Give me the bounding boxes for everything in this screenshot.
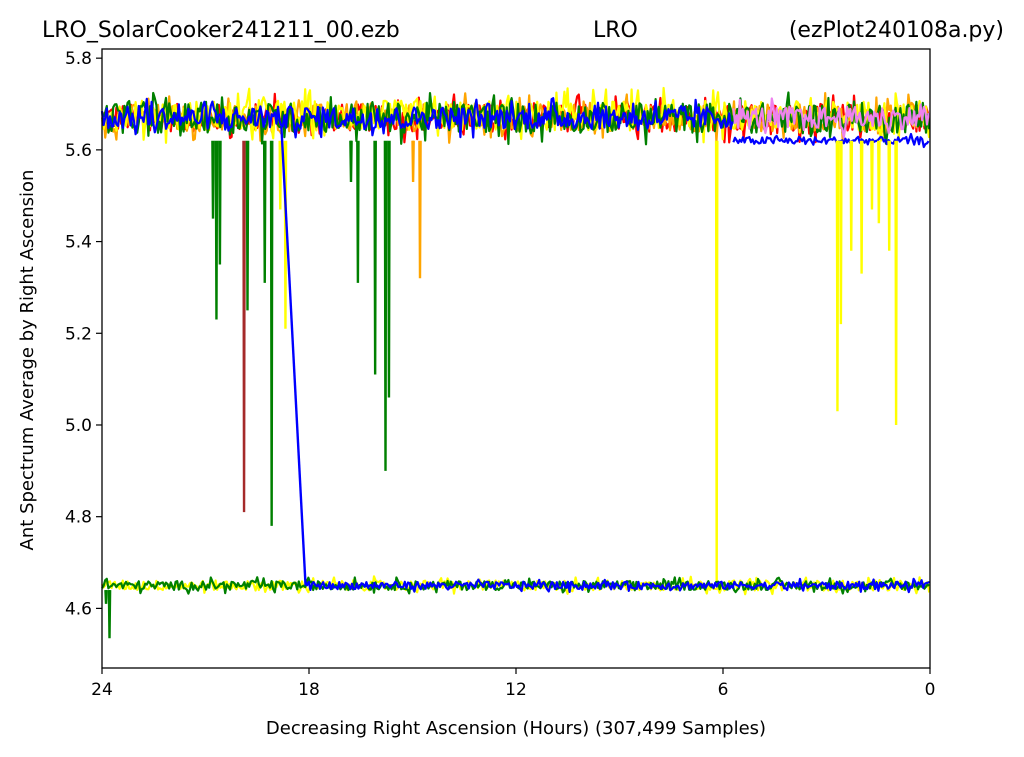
connector-line-0 [280,126,307,586]
dip-spike-7 [283,140,288,329]
x-tick-label: 12 [505,680,527,700]
dip-spike-22 [877,140,881,224]
dip-spike-26 [104,589,108,604]
dip-spike-3 [242,140,246,513]
x-tick-label: 6 [718,680,729,700]
dip-spike-19 [849,140,854,251]
dip-spike-9 [349,140,353,182]
dip-spike-1 [211,140,215,219]
x-axis: 24 18 12 6 0 [91,668,935,700]
dip-spike-25 [107,590,112,639]
y-tick-label: 5.0 [65,416,92,436]
dip-spike-15 [418,140,422,279]
dip-spike-12 [383,140,388,471]
y-tick-label: 5.4 [65,233,92,253]
x-axis-label: Decreasing Right Ascension (Hours) (307,… [266,718,766,739]
dip-spike-13 [387,140,391,398]
dip-spike-16 [714,140,719,581]
dip-spike-0 [214,140,219,320]
dip-spike-5 [262,140,267,283]
dip-spike-4 [245,140,250,311]
dip-spike-24 [894,140,898,425]
dip-spike-6 [269,140,274,526]
dip-spike-2 [218,140,222,265]
series-band-9 [304,577,931,594]
y-tick-label: 5.2 [65,324,92,344]
title-observatory: LRO [593,18,638,43]
y-axis-label: Ant Spectrum Average by Right Ascension [17,170,38,551]
dip-spike-18 [839,140,843,325]
title-filename: LRO_SolarCooker241211_00.ezb [42,18,400,43]
x-tick-label: 0 [925,680,936,700]
y-tick-label: 4.8 [65,508,92,528]
dip-spike-23 [887,140,891,251]
dip-spike-20 [859,140,864,274]
dip-spike-8 [278,140,283,210]
x-tick-label: 18 [298,680,320,700]
y-tick-label: 5.6 [65,141,92,161]
series-band-6 [100,97,734,139]
dip-spike-10 [356,140,360,283]
dip-spike-11 [373,140,377,375]
noise-bands [100,86,931,596]
connector-lines [280,126,307,586]
series-band-7 [732,97,930,139]
y-tick-label: 4.6 [65,599,92,619]
dip-spike-17 [835,140,840,412]
dip-spike-21 [870,140,874,210]
dip-spikes [104,140,898,639]
title-script: (ezPlot240108a.py) [789,18,1004,43]
x-tick-label: 24 [91,680,113,700]
dip-spike-14 [411,140,415,182]
y-tick-label: 5.8 [65,49,92,69]
y-axis: 4.6 4.8 5.0 5.2 5.4 5.6 5.8 [65,49,102,619]
